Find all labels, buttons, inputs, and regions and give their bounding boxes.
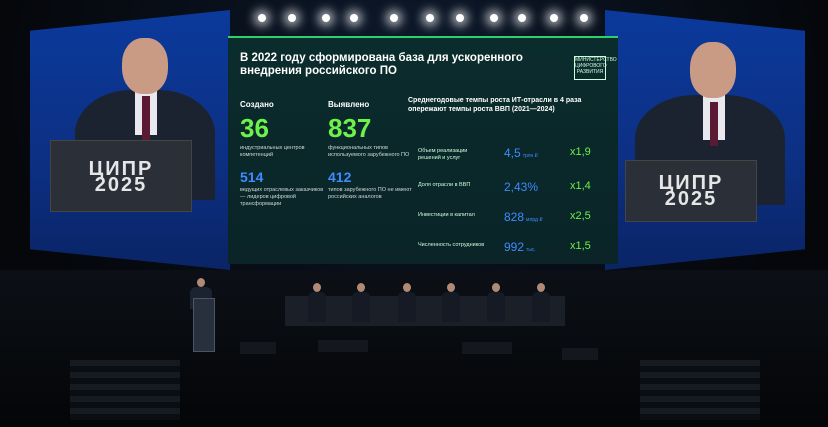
growth-row-value: 828 млрд ₽ <box>504 210 543 224</box>
panelist <box>308 283 326 323</box>
right-video-screen: ЦИПР 2025 <box>605 10 805 270</box>
panelist <box>487 283 505 323</box>
identified-caption-noanalog: типов зарубежного ПО не имеют российских… <box>328 187 412 200</box>
stage-monitor <box>462 342 512 354</box>
identified-label: Выявлено <box>328 100 370 109</box>
growth-row-multiplier: x1,9 <box>570 146 591 158</box>
created-caption-centers: индустриальных центров компетенций <box>240 145 305 158</box>
panelist <box>398 283 416 323</box>
growth-row-label: Инвестиции в капитал <box>418 212 475 218</box>
growth-row-label: Объем реализации решений и услуг <box>418 148 468 161</box>
created-label: Создано <box>240 100 274 109</box>
created-value-customers: 514 <box>240 169 264 185</box>
lectern-right: ЦИПР 2025 <box>625 160 757 222</box>
panel-table <box>285 296 565 326</box>
growth-row: Доля отрасли в ВВП 2,43% x1,4 <box>408 178 608 198</box>
lectern-left: ЦИПР 2025 <box>50 140 192 212</box>
cipr-logo-left: ЦИПР 2025 <box>88 158 154 196</box>
identified-value-noanalog: 412 <box>328 169 352 185</box>
stage-monitor <box>562 348 598 360</box>
growth-row-multiplier: x2,5 <box>570 210 591 222</box>
stairs-right <box>640 360 760 420</box>
created-value-centers: 36 <box>240 113 269 143</box>
identified-caption-types: функциональных типов используемого заруб… <box>328 145 410 158</box>
cipr-logo-right: ЦИПР 2025 <box>658 172 724 210</box>
slide-title: В 2022 году сформирована база для ускоре… <box>240 52 523 77</box>
created-column: Создано 36 индустриальных центров компет… <box>240 100 330 208</box>
left-video-screen: ЦИПР 2025 <box>30 10 230 270</box>
identified-column: Выявлено 837 функциональных типов исполь… <box>328 100 418 201</box>
growth-row-value: 4,5 трлн ₽ <box>504 146 538 160</box>
stage-monitor <box>318 340 368 352</box>
panelist <box>352 283 370 323</box>
stage-monitor <box>240 342 276 354</box>
growth-row-label: Численность сотрудников <box>418 242 485 248</box>
growth-row-value: 2,43% <box>504 180 539 194</box>
ministry-logo: МИНИСТЕРСТВО ЦИФРОВОГО РАЗВИТИЯ <box>574 56 617 80</box>
presentation-screen: В 2022 году сформирована база для ускоре… <box>228 36 618 264</box>
growth-panel: Среднегодовые темпы роста ИТ-отрасли в 4… <box>408 96 608 254</box>
growth-row-label: Доля отрасли в ВВП <box>418 182 471 188</box>
created-caption-customers: ведущих отраслевых заказчиков — лидеров … <box>240 187 324 207</box>
growth-heading: Среднегодовые темпы роста ИТ-отрасли в 4… <box>408 97 582 113</box>
stage-podium <box>193 298 215 352</box>
identified-value-types: 837 <box>328 113 372 143</box>
panelist <box>442 283 460 323</box>
growth-row-value: 992 тыс. <box>504 240 536 254</box>
growth-row-multiplier: x1,4 <box>570 180 591 192</box>
growth-row: Инвестиции в капитал 828 млрд ₽ x2,5 <box>408 208 608 228</box>
growth-row: Объем реализации решений и услуг 4,5 трлн… <box>408 144 608 164</box>
ceiling-lights <box>250 8 610 32</box>
growth-row-multiplier: x1,5 <box>570 240 591 252</box>
growth-row: Численность сотрудников 992 тыс. x1,5 <box>408 238 608 258</box>
stairs-left <box>70 360 180 420</box>
panelist <box>532 283 550 323</box>
